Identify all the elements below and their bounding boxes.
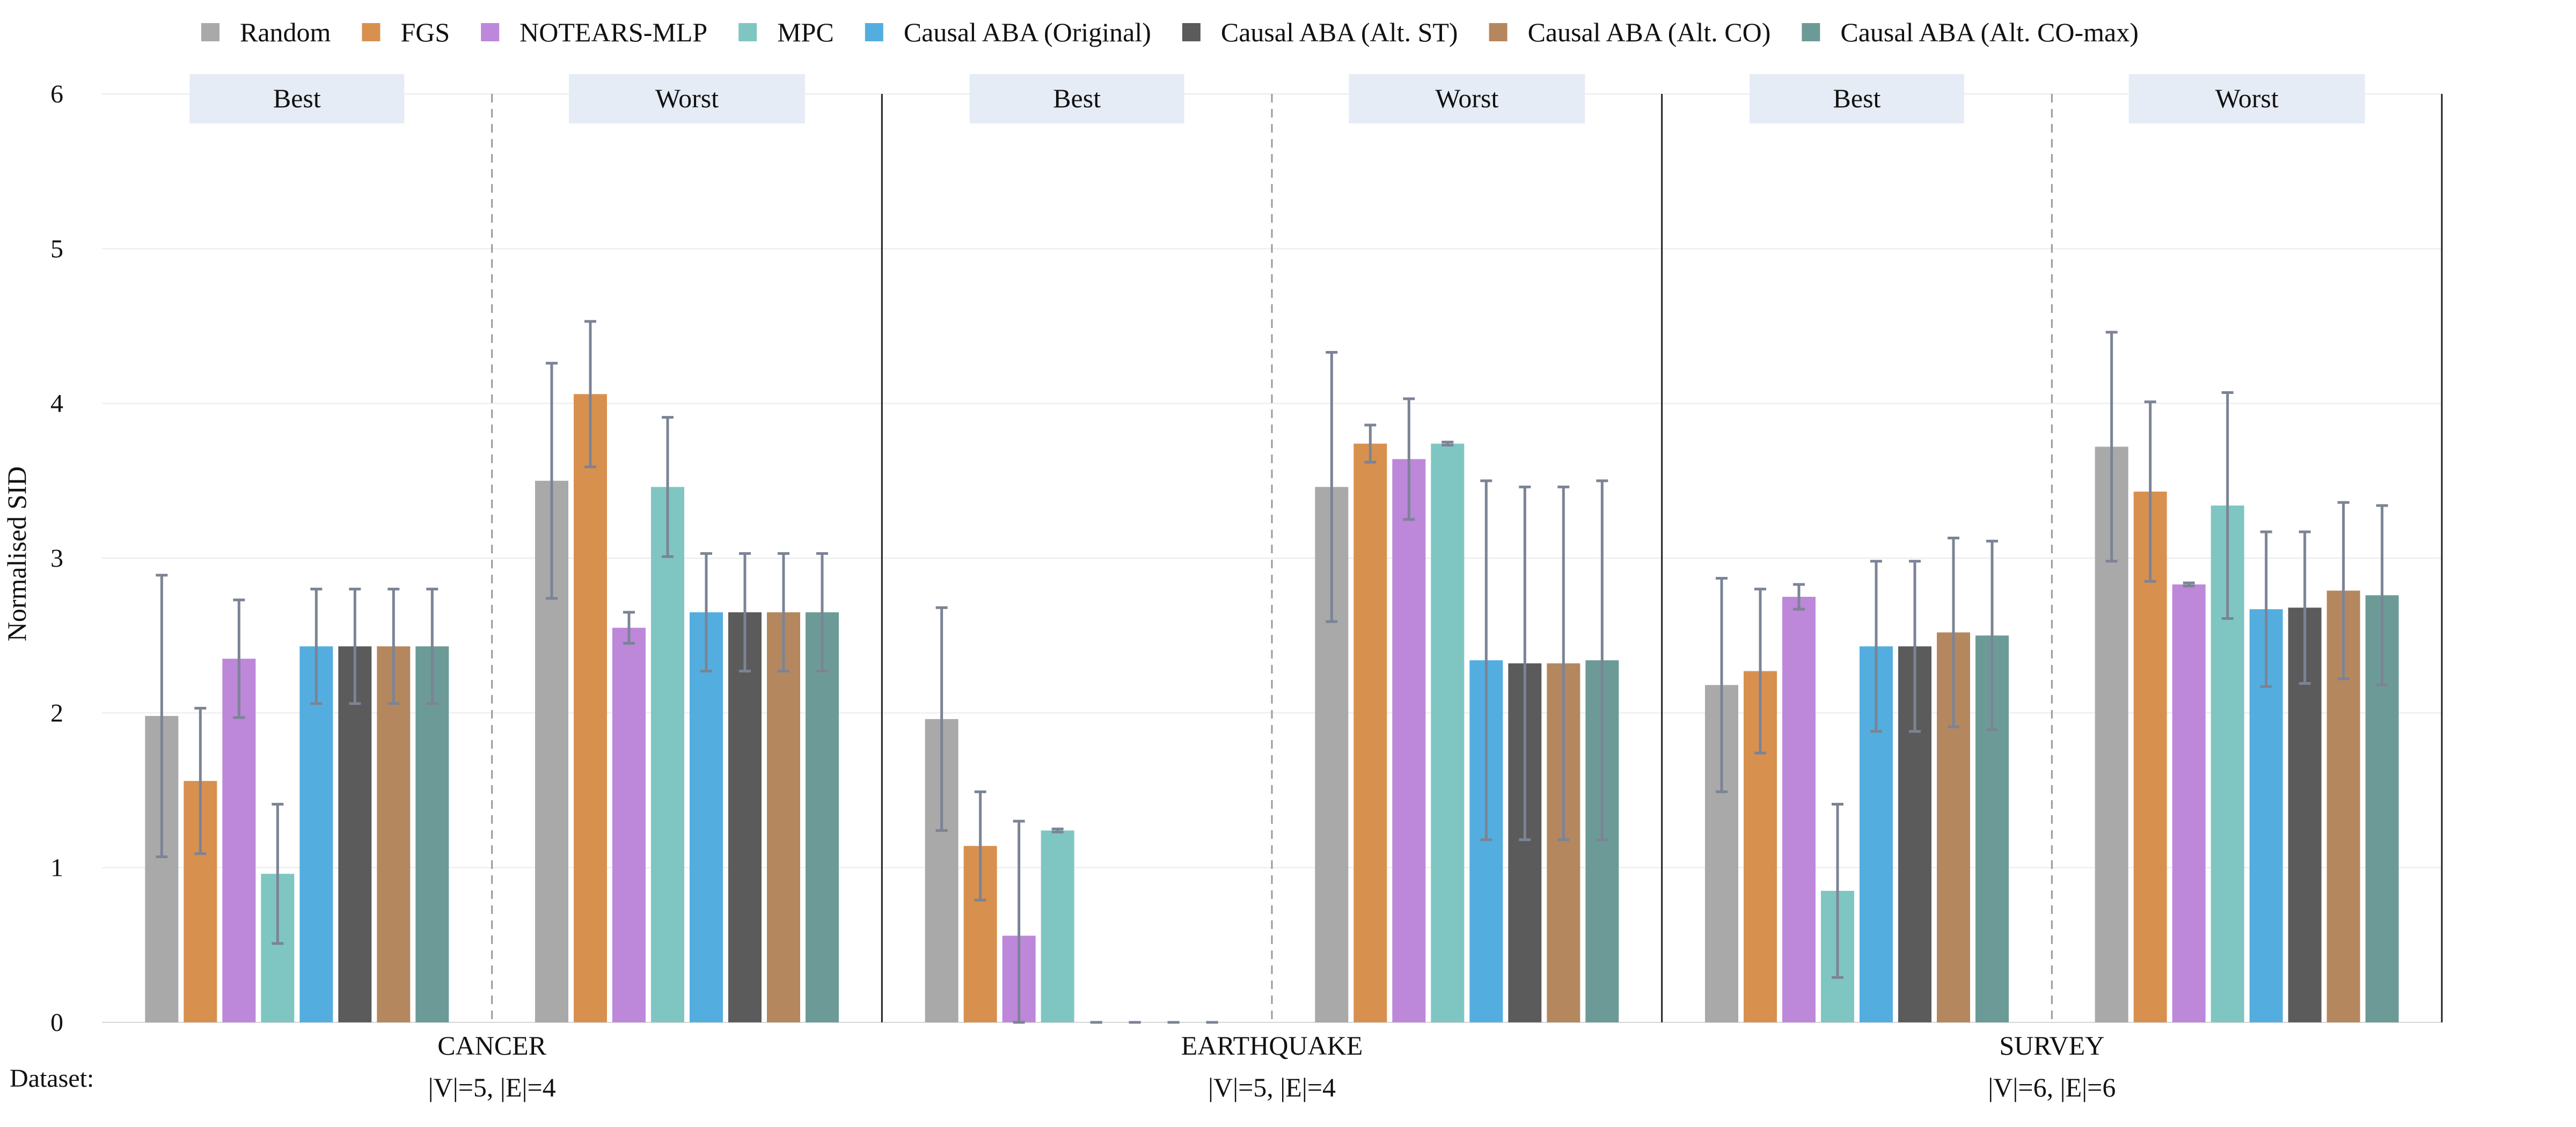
group-strip (969, 74, 1184, 123)
legend-item: Random (201, 17, 331, 47)
bar (806, 612, 839, 1022)
legend-label: FGS (400, 17, 450, 47)
group-strip (189, 74, 405, 123)
bar (1041, 830, 1074, 1022)
legend-swatch (362, 23, 380, 41)
legend-item: FGS (362, 17, 450, 47)
group-strip-label: Worst (2215, 83, 2279, 113)
legend-swatch (1182, 23, 1201, 41)
group-strip-label: Best (1833, 83, 1881, 113)
bar (767, 612, 800, 1022)
dataset-name-label: SURVEY (1999, 1030, 2104, 1060)
bar (574, 394, 607, 1022)
legend-swatch (481, 23, 500, 41)
legend-label: Causal ABA (Alt. CO) (1528, 17, 1771, 47)
bar (728, 612, 762, 1022)
legend-swatch (865, 23, 883, 41)
legend-swatch (201, 23, 219, 41)
dataset-size-label: |V|=5, |E|=4 (428, 1072, 556, 1102)
bar (612, 627, 646, 1022)
legend-item: NOTEARS-MLP (481, 17, 707, 47)
legend-label: Causal ABA (Alt. CO-max) (1840, 17, 2139, 47)
group-strip-label: Best (1053, 83, 1101, 113)
bar (377, 646, 411, 1022)
legend-item: Causal ABA (Alt. CO) (1489, 17, 1771, 47)
y-tick-label: 2 (50, 699, 63, 727)
bar (1353, 443, 1387, 1023)
y-tick-label: 5 (50, 235, 63, 263)
y-tick-label: 1 (50, 854, 63, 882)
group-strip (1349, 74, 1585, 123)
group-strip (2128, 74, 2365, 123)
y-tick-label: 3 (50, 544, 63, 573)
group-strip (1750, 74, 1964, 123)
x-axis: CANCER |V|=5, |E|=4 EARTHQUAKE |V|=5, |E|=4… (428, 1030, 2116, 1102)
legend-label: Causal ABA (Alt. ST) (1221, 17, 1458, 47)
group-strip-label: Best (273, 83, 321, 113)
legend-item: Causal ABA (Alt. ST) (1182, 17, 1458, 47)
dataset-prefix-label: Dataset: (10, 1064, 94, 1093)
legend-swatch (1802, 23, 1820, 41)
dataset-size-label: |V|=5, |E|=4 (1208, 1072, 1336, 1102)
bar (1782, 597, 1816, 1022)
bar (299, 646, 333, 1022)
bar (1431, 443, 1465, 1023)
bar (338, 646, 372, 1022)
bar (2172, 584, 2206, 1022)
bar (690, 612, 723, 1022)
y-tick-label: 0 (50, 1008, 63, 1037)
legend-swatch (1489, 23, 1507, 41)
legend-label: Causal ABA (Original) (904, 17, 1151, 47)
dataset-size-label: |V|=6, |E|=6 (1988, 1072, 2116, 1102)
bar (1392, 459, 1426, 1022)
dataset-name-label: EARTHQUAKE (1181, 1030, 1363, 1060)
bar (415, 646, 449, 1022)
legend: Random FGS NOTEARS-MLP MPC Causal ABA (Origi… (201, 17, 2139, 47)
group-label-layer: Best Worst Best Worst Best Worst (189, 74, 2365, 123)
group-strip-label: Worst (1435, 83, 1498, 113)
y-axis: 0 1 2 3 4 5 6 (50, 80, 63, 1037)
group-strip-label: Worst (655, 83, 719, 113)
bar (222, 658, 256, 1022)
legend-label: MPC (777, 17, 834, 47)
legend-label: Random (240, 17, 331, 47)
legend-item: MPC (738, 17, 834, 47)
group-strip (569, 74, 805, 123)
error-bar-layer (156, 320, 2388, 1024)
dataset-name-label: CANCER (437, 1030, 546, 1060)
legend-label: NOTEARS-MLP (519, 17, 707, 47)
y-axis-label: Normalised SID (2, 466, 32, 641)
y-tick-label: 6 (50, 80, 63, 108)
legend-swatch (738, 23, 757, 41)
legend-item: Causal ABA (Original) (865, 17, 1151, 47)
legend-item: Causal ABA (Alt. CO-max) (1802, 17, 2139, 47)
y-tick-label: 4 (50, 390, 63, 418)
bar (651, 487, 684, 1022)
divider-layer (491, 94, 2443, 1022)
